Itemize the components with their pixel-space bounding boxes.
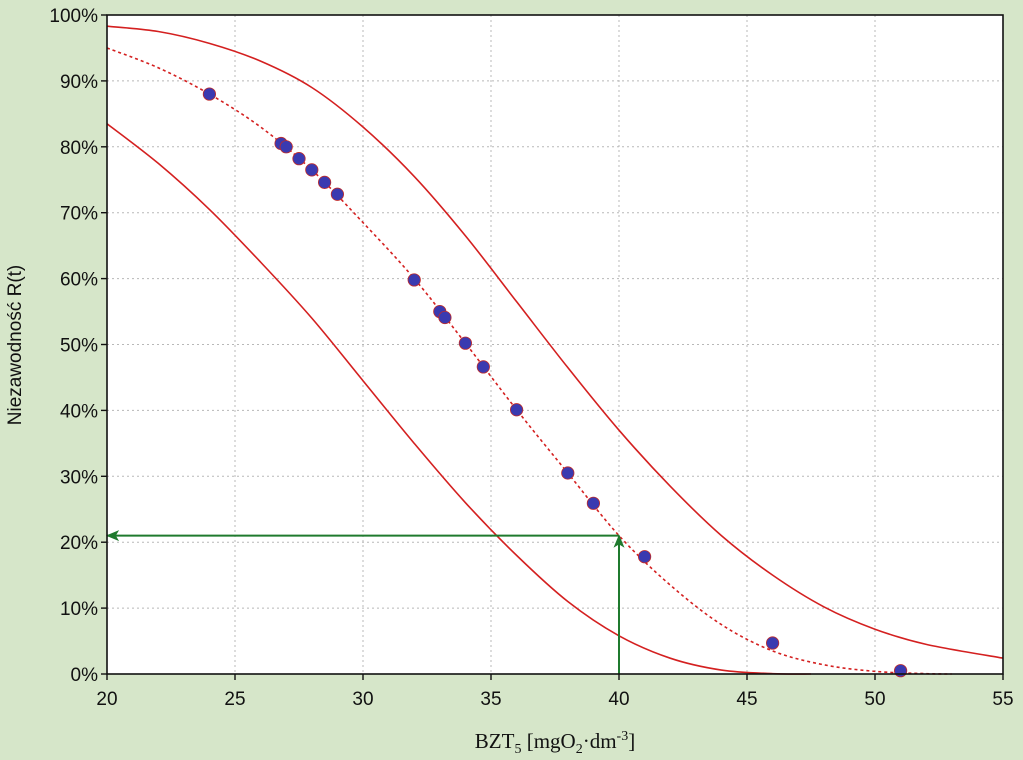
x-axis-title: BZT5 [mgO2·dm-3] [475,729,635,757]
y-axis-ticks: 0% 10% 20% 30% 40% 50% 60% 70% 80% 90% 100% [49,6,107,686]
data-point [279,140,293,154]
x-axis-title-close: ] [628,729,635,753]
x-tick-label: 40 [608,689,629,710]
y-tick-label: 10% [60,599,98,620]
x-tick-label: 20 [96,689,117,710]
y-tick-label: 100% [49,6,98,27]
curve-upper-bound [106,25,1004,659]
data-point [407,273,421,287]
y-tick-label: 90% [60,72,98,93]
x-axis-title-exp: -3 [617,729,629,744]
x-axis-ticks: 20 25 30 35 40 45 50 55 [96,674,1014,710]
x-tick-label: 55 [992,689,1013,710]
data-point [509,403,524,417]
y-tick-label: 30% [60,467,98,488]
x-tick-label: 25 [224,689,245,710]
y-tick-label: 40% [60,401,98,422]
curves [106,25,1004,675]
data-points [202,87,908,678]
annotations [105,530,625,674]
y-tick-label: 80% [60,138,98,159]
data-point [765,636,780,650]
y-axis-title: Niezawodność R(t) [5,265,26,426]
data-point [305,163,319,177]
curve-lower-bound [106,123,812,675]
data-point [292,152,306,166]
y-tick-label: 60% [60,270,98,291]
y-tick-label: 20% [60,533,98,554]
x-axis-title-unit: [mgO [521,729,575,753]
x-axis-title-sub5: 5 [514,742,521,757]
data-point [893,664,908,678]
x-tick-label: 45 [736,689,757,710]
data-point [330,187,344,201]
y-tick-label: 50% [60,336,98,357]
data-point [317,175,332,189]
grid [107,15,1003,674]
x-axis-title-base: BZT [475,729,515,753]
data-point [458,336,472,350]
data-point [202,87,216,101]
y-tick-label: 0% [71,665,99,686]
x-tick-label: 50 [864,689,885,710]
data-point [476,360,490,374]
x-axis-title-sub2: 2 [576,742,583,757]
y-tick-label: 70% [60,204,98,225]
x-axis-title-dm: ·dm [583,729,617,753]
x-tick-label: 30 [352,689,373,710]
data-point [586,496,601,510]
data-point [637,550,652,564]
data-point [438,310,452,325]
x-tick-label: 35 [480,689,501,710]
data-point [561,466,575,480]
